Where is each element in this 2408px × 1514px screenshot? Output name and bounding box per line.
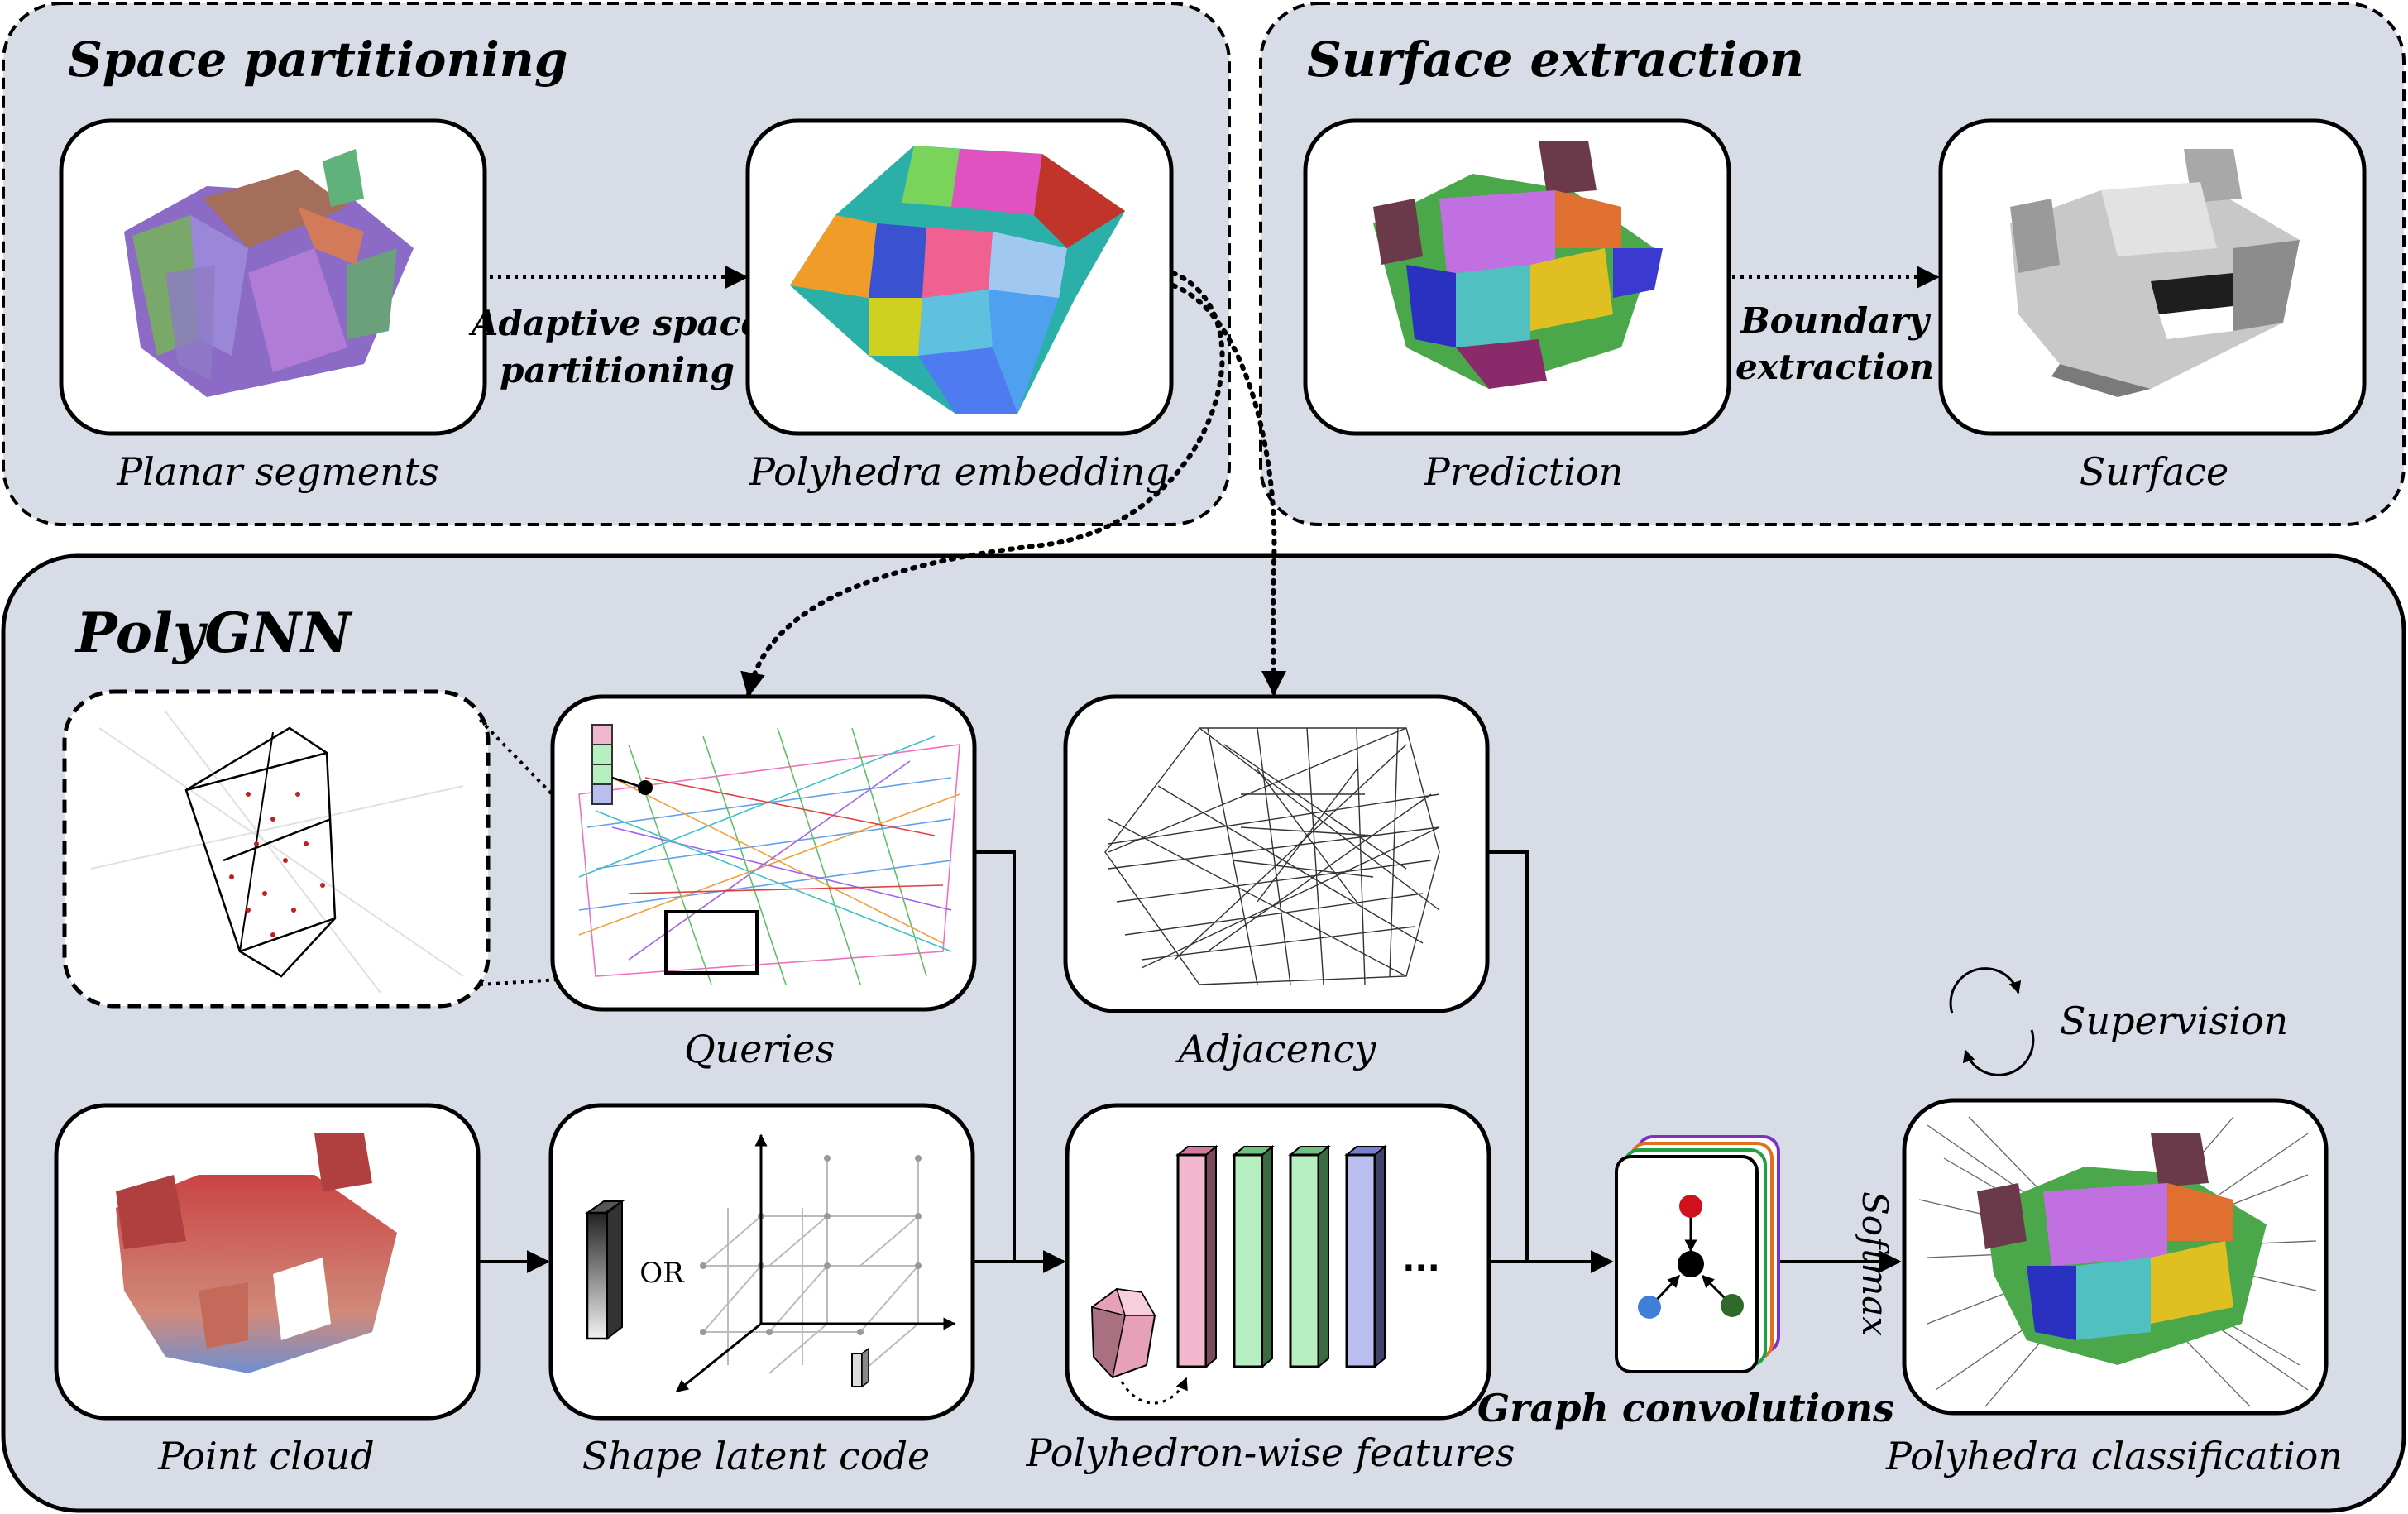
polyhedron-features-caption: Polyhedron-wise features — [1026, 1430, 1515, 1475]
queries-image — [578, 727, 960, 985]
feature-bar-green-1 — [1232, 1144, 1275, 1369]
polygnn-title: PolyGNN — [74, 601, 353, 665]
point-cloud-caption: Point cloud — [157, 1434, 374, 1478]
embedding-to-adjacency-arrow — [1170, 283, 1286, 696]
graph-convolutions-label: Graph convolutions — [1477, 1386, 1894, 1430]
polyhedron-to-feature-arrow — [1120, 1377, 1188, 1405]
surface-image — [2010, 149, 2300, 397]
embedding-to-queries-arrow — [740, 271, 1225, 697]
planar-segments-caption: Planar segments — [116, 449, 439, 494]
adjacency-image — [1104, 727, 1440, 985]
feature-bar-green-2 — [1288, 1144, 1331, 1369]
surface-caption: Surface — [2080, 449, 2229, 494]
or-label: OR — [639, 1257, 685, 1290]
planar-segments-image — [124, 149, 414, 397]
supervision-label: Supervision — [2060, 999, 2288, 1043]
adjacency-caption: Adjacency — [1175, 1027, 1377, 1071]
polyhedron-icon — [1090, 1287, 1156, 1379]
latent-bar-icon — [584, 1199, 625, 1341]
graph-node-diagram — [1638, 1195, 1744, 1319]
shape-latent-caption: Shape latent code — [582, 1434, 931, 1478]
prediction-caption: Prediction — [1424, 449, 1624, 494]
adaptive-label-line1: Adaptive space — [468, 303, 763, 343]
softmax-label: Softmax — [1855, 1191, 1895, 1336]
polyhedra-embedding-caption: Polyhedra embedding — [749, 449, 1170, 494]
latent-small-cube-icon — [851, 1347, 869, 1388]
feature-bar-blue — [1344, 1144, 1387, 1369]
zoom-inset-image — [90, 711, 464, 994]
boundary-label-line2: extraction — [1735, 347, 1934, 387]
query-zoom-box — [664, 910, 759, 975]
query-feature-vector — [591, 724, 653, 805]
feature-bar-pink — [1175, 1144, 1218, 1369]
features-ellipsis: ... — [1402, 1241, 1440, 1279]
latent-axis-z — [675, 1322, 762, 1393]
supervision-cycle-icon — [1949, 967, 2035, 1076]
classification-caption: Polyhedra classification — [1885, 1434, 2343, 1478]
space-partitioning-title: Space partitioning — [68, 31, 567, 88]
adjacency-to-gconv-connector — [1489, 850, 1529, 1262]
adjacency-card — [1063, 694, 1490, 1013]
prediction-image — [1373, 141, 1663, 389]
classification-image — [1918, 1116, 2317, 1407]
queries-caption: Queries — [684, 1027, 835, 1071]
polyhedra-embedding-image — [790, 146, 1125, 414]
point-cloud-image — [116, 1133, 397, 1373]
adaptive-label-line2: partitioning — [500, 350, 735, 390]
queries-to-features-connector — [974, 850, 1016, 1262]
surface-extraction-title: Surface extraction — [1307, 31, 1804, 88]
boundary-label-line1: Boundary — [1740, 300, 1931, 341]
